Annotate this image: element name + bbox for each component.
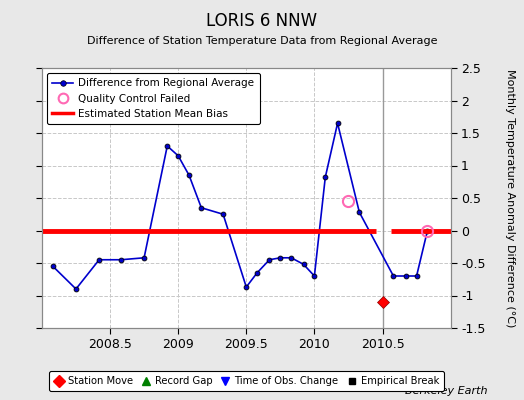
Text: Difference of Station Temperature Data from Regional Average: Difference of Station Temperature Data f… [87,36,437,46]
Legend: Difference from Regional Average, Quality Control Failed, Estimated Station Mean: Difference from Regional Average, Qualit… [47,73,259,124]
Y-axis label: Monthly Temperature Anomaly Difference (°C): Monthly Temperature Anomaly Difference (… [505,69,515,327]
Legend: Station Move, Record Gap, Time of Obs. Change, Empirical Break: Station Move, Record Gap, Time of Obs. C… [49,371,444,391]
Text: Berkeley Earth: Berkeley Earth [405,386,487,396]
Text: LORIS 6 NNW: LORIS 6 NNW [206,12,318,30]
